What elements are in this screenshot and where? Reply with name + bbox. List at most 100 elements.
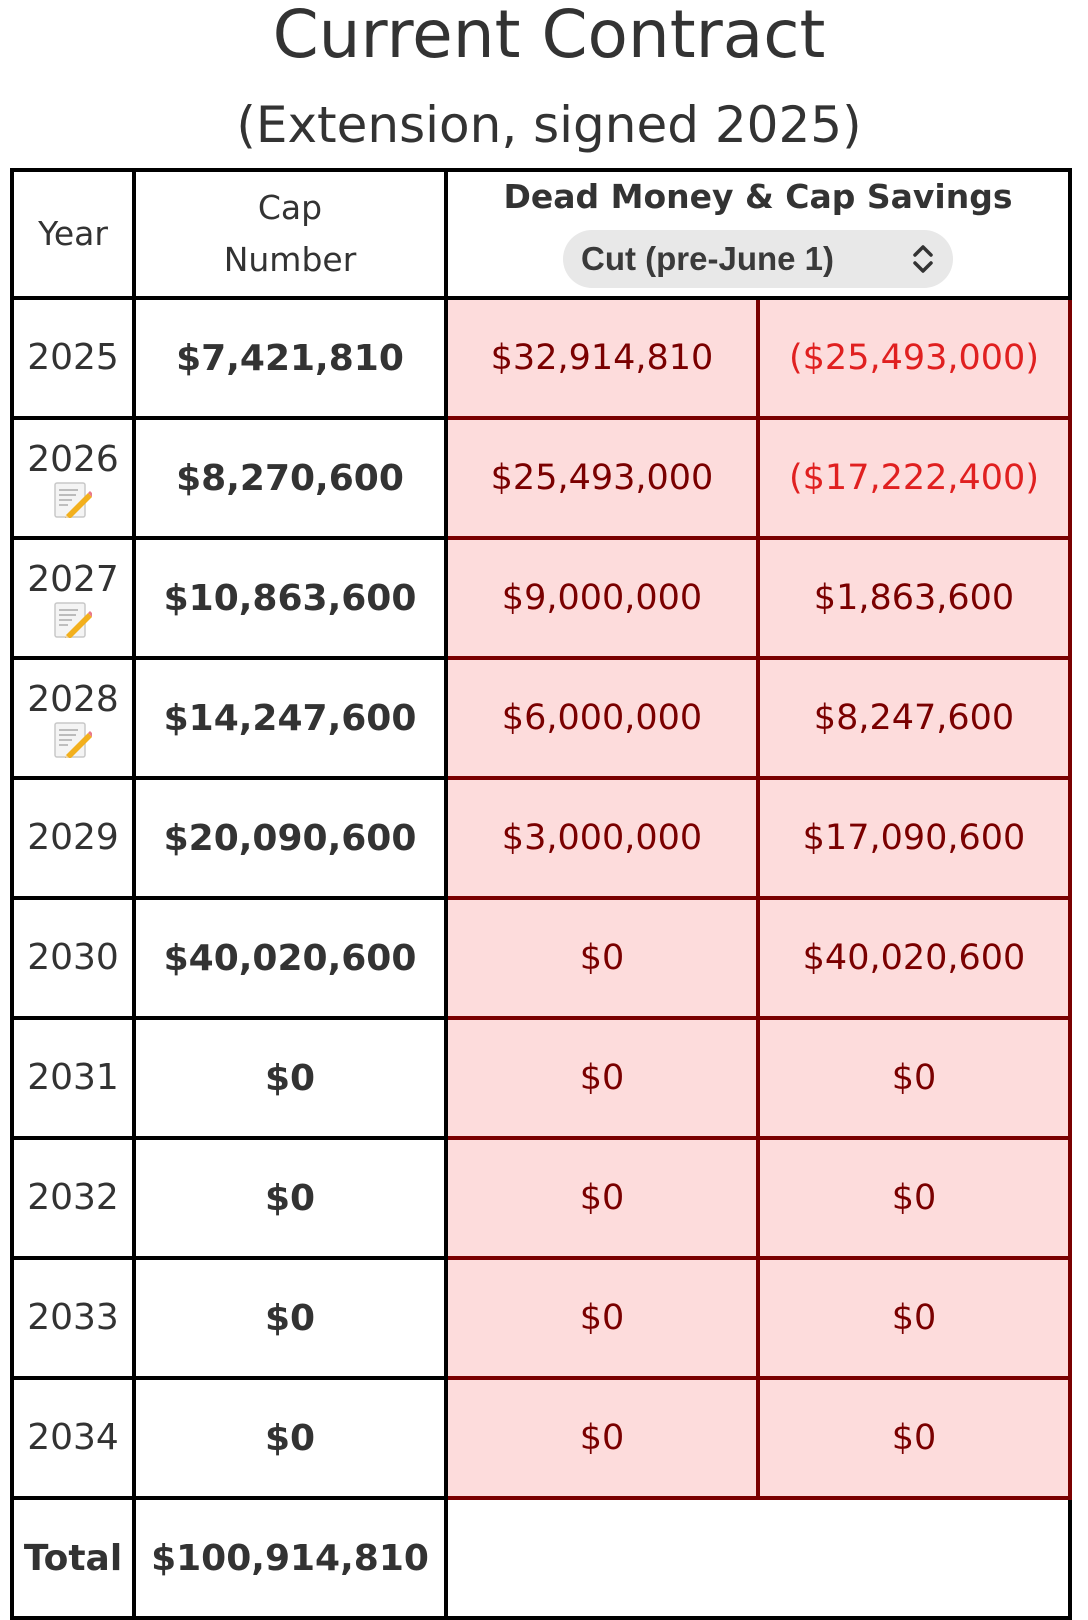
cap-savings-cell: $40,020,600 <box>756 896 1072 1020</box>
table-row: 2029 $20,090,600 $3,000,000 $17,090,600 <box>10 776 1072 900</box>
cap-savings-value: $0 <box>891 1058 937 1098</box>
cap-savings-value: ($17,222,400) <box>789 458 1039 498</box>
cap-number-value: $10,863,600 <box>163 577 417 619</box>
header-cap-number: Cap Number <box>132 168 448 300</box>
cap-cell: $0 <box>132 1256 448 1380</box>
year-cell: 2030 <box>10 896 136 1020</box>
cap-savings-value: $40,020,600 <box>802 938 1026 978</box>
dead-money-value: $25,493,000 <box>490 458 714 498</box>
memo-pencil-icon[interactable] <box>54 722 92 758</box>
chevron-up-down-icon <box>913 245 933 273</box>
cap-number-value: $0 <box>264 1177 316 1219</box>
cap-number-value: $7,421,810 <box>176 337 404 379</box>
cap-savings-cell: $0 <box>756 1376 1072 1500</box>
dead-money-value: $0 <box>579 1178 625 1218</box>
cap-savings-value: $8,247,600 <box>813 698 1015 738</box>
cap-savings-value: $0 <box>891 1178 937 1218</box>
cap-cell: $8,270,600 <box>132 416 448 540</box>
cap-savings-cell: $1,863,600 <box>756 536 1072 660</box>
cap-savings-value: $17,090,600 <box>802 818 1026 858</box>
cap-savings-value: $1,863,600 <box>813 578 1015 618</box>
total-cap-value: $100,914,810 <box>151 1537 429 1579</box>
cap-cell: $20,090,600 <box>132 776 448 900</box>
total-label: Total <box>23 1537 123 1579</box>
cap-number-value: $0 <box>264 1297 316 1339</box>
cap-savings-cell: $17,090,600 <box>756 776 1072 900</box>
table-row: 2030 $40,020,600 $0 $40,020,600 <box>10 896 1072 1020</box>
page-title: Current Contract <box>272 0 826 73</box>
table-row: 2032 $0 $0 $0 <box>10 1136 1072 1260</box>
cap-cell: $0 <box>132 1136 448 1260</box>
year-label: 2033 <box>27 1297 119 1338</box>
cap-cell: $14,247,600 <box>132 656 448 780</box>
table-row: 2026 $8,270,600 $25,493,000 ($17,222,400… <box>10 416 1072 540</box>
dead-money-cell: $3,000,000 <box>444 776 760 900</box>
year-cell: 2026 <box>10 416 136 540</box>
cap-savings-value: $0 <box>891 1418 937 1458</box>
header-dead-money-label: Dead Money & Cap Savings <box>503 177 1013 216</box>
cap-cell: $40,020,600 <box>132 896 448 1020</box>
dead-money-value: $0 <box>579 1298 625 1338</box>
dead-money-value: $0 <box>579 1418 625 1458</box>
cap-savings-cell: ($17,222,400) <box>756 416 1072 540</box>
dead-money-value: $0 <box>579 1058 625 1098</box>
header-cap-line2: Number <box>223 240 357 279</box>
cap-number-value: $0 <box>264 1057 316 1099</box>
cap-savings-cell: $8,247,600 <box>756 656 1072 780</box>
dead-money-cell: $25,493,000 <box>444 416 760 540</box>
year-label: 2032 <box>27 1177 119 1218</box>
cap-cell: $0 <box>132 1016 448 1140</box>
table-row: 2031 $0 $0 $0 <box>10 1016 1072 1140</box>
header-year: Year <box>10 168 136 300</box>
dead-money-value: $0 <box>579 938 625 978</box>
cap-cell: $7,421,810 <box>132 296 448 420</box>
table-row: 2033 $0 $0 $0 <box>10 1256 1072 1380</box>
cap-savings-cell: $0 <box>756 1136 1072 1260</box>
total-empty-cell <box>444 1496 1072 1620</box>
dead-money-cell: $0 <box>444 1016 760 1140</box>
total-label-cell: Total <box>10 1496 136 1620</box>
cap-number-value: $14,247,600 <box>163 697 417 739</box>
year-cell: 2028 <box>10 656 136 780</box>
cap-number-value: $8,270,600 <box>176 457 404 499</box>
dead-money-cell: $0 <box>444 1136 760 1260</box>
dead-money-cell: $0 <box>444 896 760 1020</box>
cap-number-value: $40,020,600 <box>163 937 417 979</box>
memo-pencil-icon[interactable] <box>54 602 92 638</box>
memo-pencil-icon[interactable] <box>54 482 92 518</box>
cap-savings-value: ($25,493,000) <box>789 338 1039 378</box>
dead-money-value: $32,914,810 <box>490 338 714 378</box>
cap-savings-cell: $0 <box>756 1016 1072 1140</box>
year-label: 2026 <box>27 439 119 480</box>
year-label: 2031 <box>27 1057 119 1098</box>
cap-cell: $0 <box>132 1376 448 1500</box>
year-cell: 2031 <box>10 1016 136 1140</box>
dead-money-value: $3,000,000 <box>501 818 703 858</box>
year-cell: 2025 <box>10 296 136 420</box>
year-label: 2025 <box>27 337 119 378</box>
total-cap-cell: $100,914,810 <box>132 1496 448 1620</box>
cap-savings-cell: ($25,493,000) <box>756 296 1072 420</box>
scenario-select[interactable]: Cut (pre-June 1) <box>563 230 953 288</box>
cap-savings-value: $0 <box>891 1298 937 1338</box>
year-label: 2030 <box>27 937 119 978</box>
year-label: 2029 <box>27 817 119 858</box>
year-cell: 2029 <box>10 776 136 900</box>
contract-table: Year Cap Number Dead Money & Cap Savings… <box>10 168 1072 1620</box>
year-cell: 2027 <box>10 536 136 660</box>
total-row: Total $100,914,810 <box>10 1496 1072 1620</box>
year-cell: 2034 <box>10 1376 136 1500</box>
dead-money-cell: $9,000,000 <box>444 536 760 660</box>
dead-money-cell: $0 <box>444 1376 760 1500</box>
dead-money-value: $6,000,000 <box>501 698 703 738</box>
header-dead-money: Dead Money & Cap Savings Cut (pre-June 1… <box>444 168 1072 300</box>
dead-money-cell: $0 <box>444 1256 760 1380</box>
scenario-select-value: Cut (pre-June 1) <box>581 240 835 277</box>
dead-money-cell: $6,000,000 <box>444 656 760 780</box>
year-cell: 2032 <box>10 1136 136 1260</box>
cap-number-value: $0 <box>264 1417 316 1459</box>
year-label: 2027 <box>27 559 119 600</box>
page-subtitle: (Extension, signed 2025) <box>236 96 862 154</box>
table-row: 2025 $7,421,810 $32,914,810 ($25,493,000… <box>10 296 1072 420</box>
year-cell: 2033 <box>10 1256 136 1380</box>
